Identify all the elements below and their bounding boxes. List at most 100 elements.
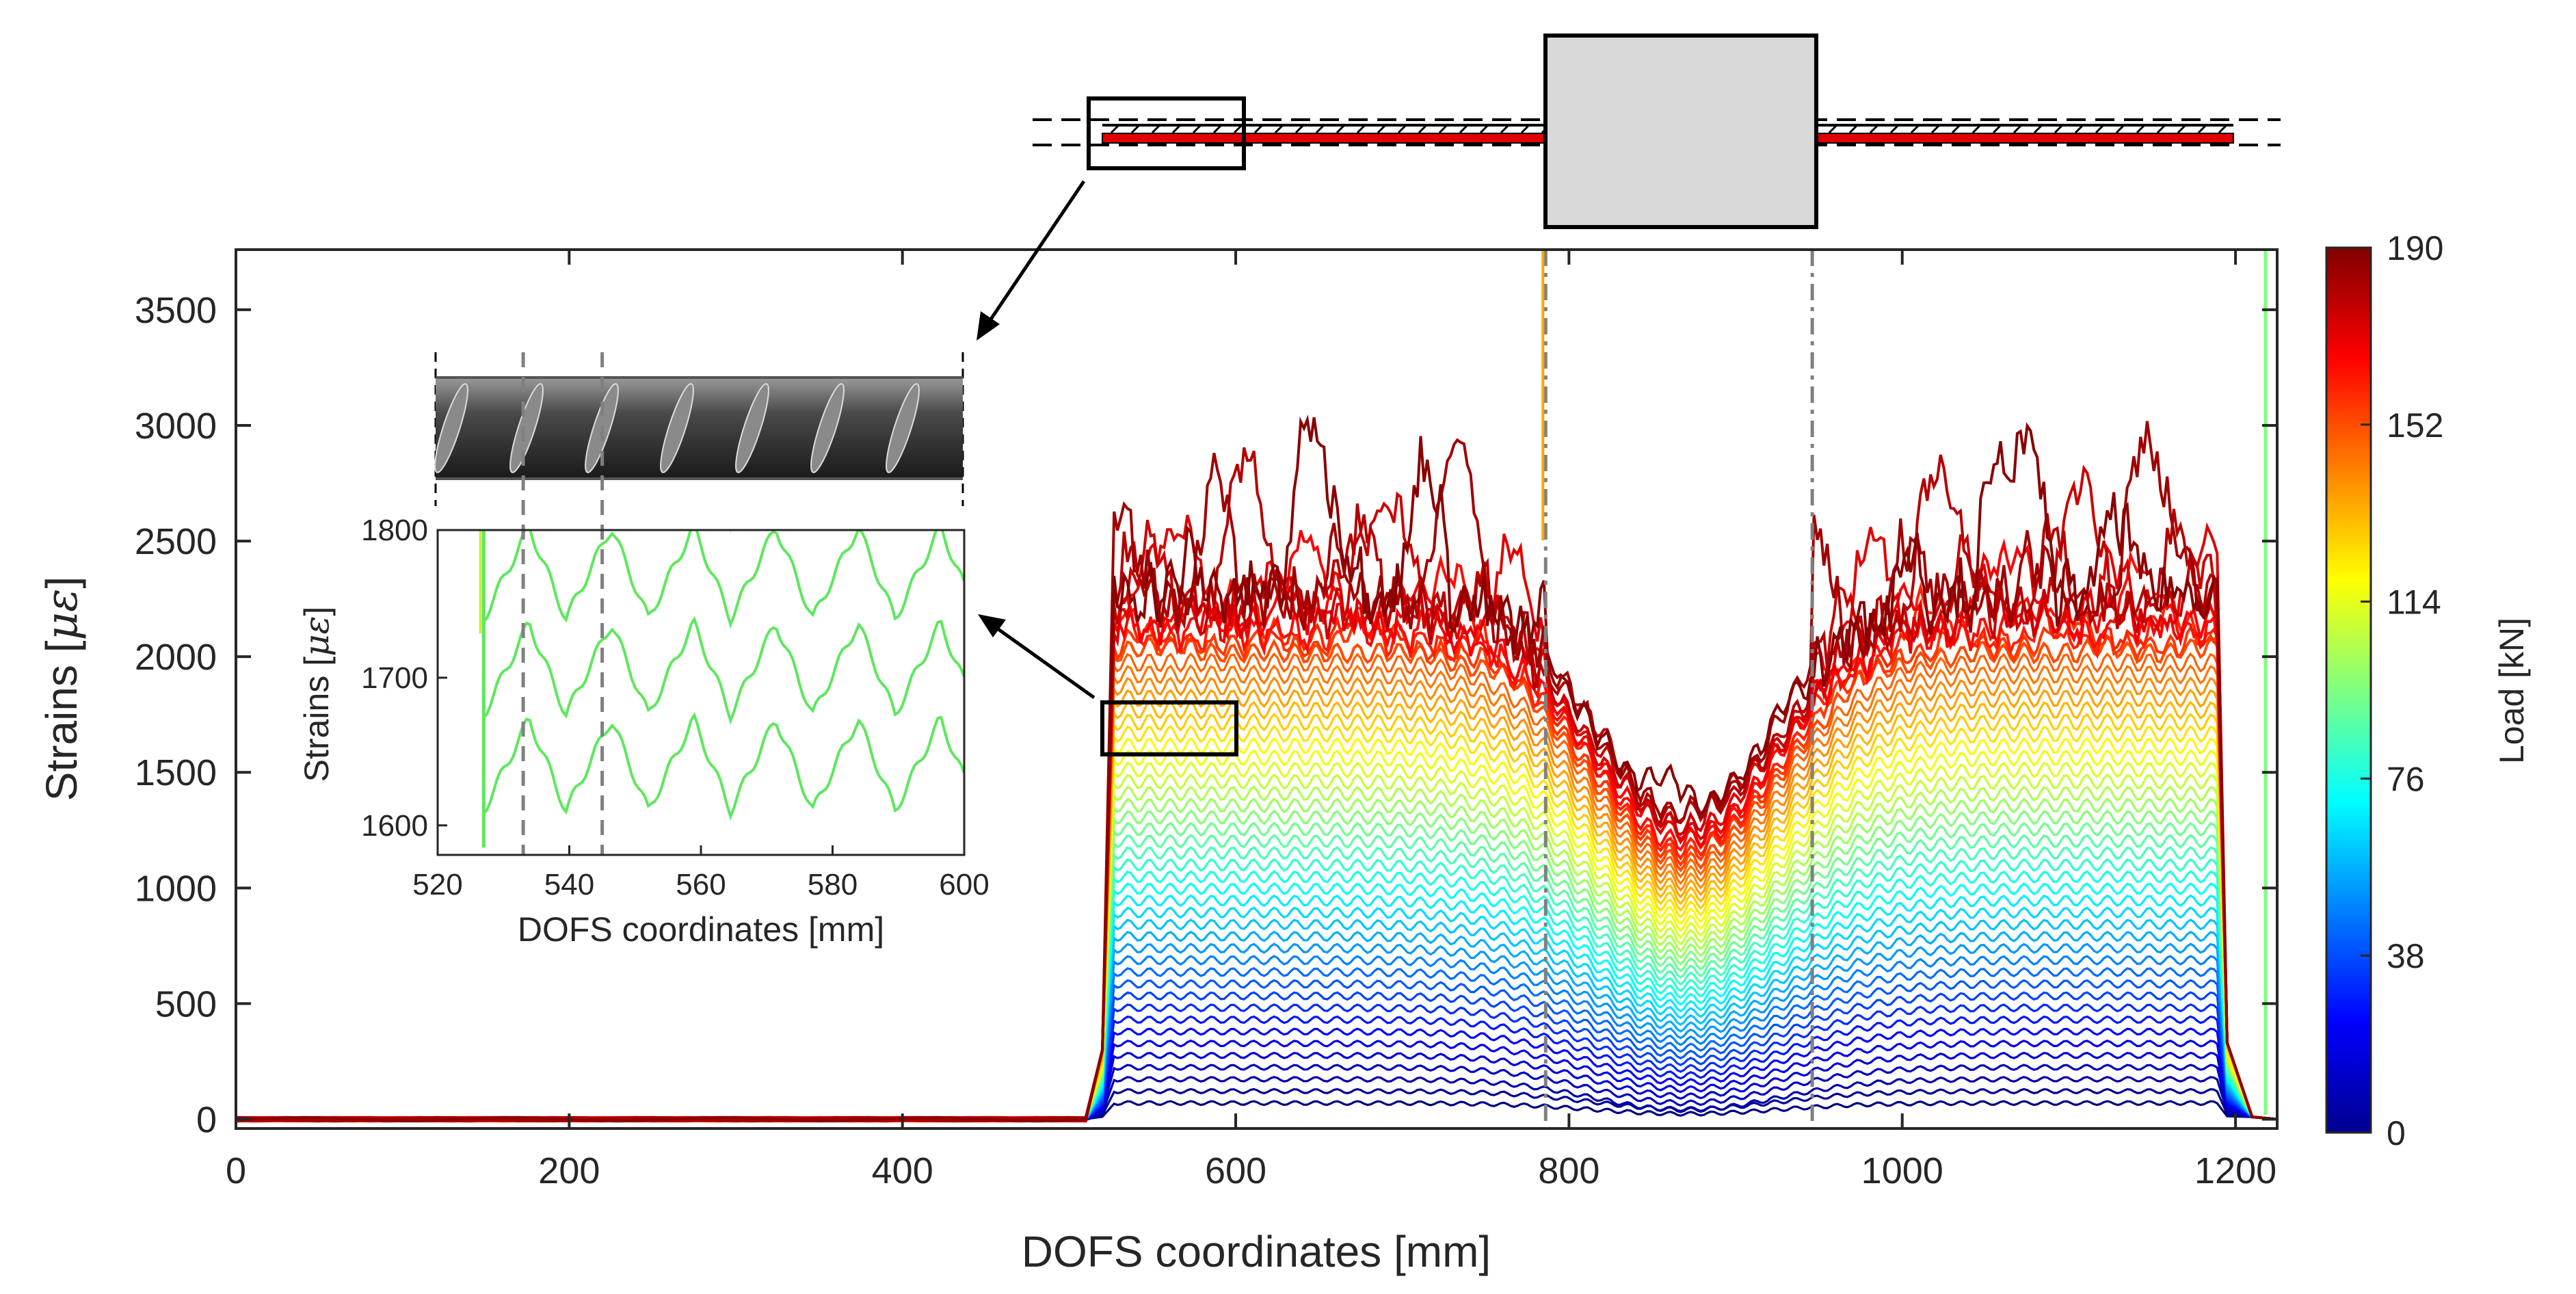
load-step-line <box>236 652 2277 1122</box>
inset-x-tick-label: 600 <box>939 868 989 901</box>
load-step-line <box>236 1039 2277 1122</box>
inset-y-tick-label: 1700 <box>361 661 428 695</box>
load-step-line <box>236 906 2277 1122</box>
schematic-rib <box>1336 124 1345 134</box>
load-step-line <box>236 1087 2277 1122</box>
y-tick-label: 3500 <box>135 290 217 331</box>
inset-rib-lines <box>521 352 605 855</box>
inset-y-axis-label: Strains [με] <box>297 607 336 782</box>
schematic-rib <box>1110 124 1119 134</box>
load-step-line <box>236 414 2277 1123</box>
zoom-arrows <box>977 180 1096 700</box>
colorbar <box>2325 246 2372 1134</box>
schematic-rib <box>1356 124 1366 134</box>
inset-plot-lines <box>479 530 964 848</box>
rebar-rib <box>509 383 544 473</box>
schematic-rib <box>1315 124 1325 134</box>
schematic-rib <box>1192 124 1201 134</box>
x-axis-label: DOFS coordinates [mm] <box>1022 1227 1491 1276</box>
load-step-line <box>236 955 2277 1122</box>
schematic-rib <box>2013 124 2022 134</box>
load-step-line <box>236 845 2277 1122</box>
schematic-rib <box>1930 124 1940 134</box>
y-tick-label: 2500 <box>135 521 217 562</box>
schematic-rib <box>1951 124 1961 134</box>
schematic-rib <box>1848 124 1858 134</box>
load-step-line <box>236 773 2277 1122</box>
schematic-rib <box>1479 124 1489 134</box>
load-step-line <box>236 1100 2277 1122</box>
x-tick-label: 200 <box>538 1150 600 1191</box>
load-step-line <box>236 633 2277 1123</box>
inset-rebar-illustration <box>434 352 964 506</box>
schematic-rib <box>1889 124 1899 134</box>
x-tick-label: 400 <box>872 1150 933 1191</box>
schematic-rib <box>1212 124 1222 134</box>
schematic-rib <box>1438 124 1448 134</box>
schematic-rib <box>2197 124 2207 134</box>
load-step-line <box>236 578 2277 1123</box>
arrow-to-inset-head <box>978 614 1006 637</box>
load-step-line <box>236 688 2277 1122</box>
main-zoom-box <box>1100 700 1238 756</box>
load-step-line <box>236 930 2277 1122</box>
load-step-line <box>236 749 2277 1122</box>
schematic-rib <box>1130 124 1140 134</box>
schematic-rib <box>1992 124 2002 134</box>
x-tick-label: 800 <box>1538 1150 1599 1191</box>
load-step-line <box>236 797 2277 1122</box>
inset-x-tick-label: 520 <box>412 868 462 901</box>
schematic-rib <box>2033 124 2043 134</box>
load-step-line <box>236 785 2277 1122</box>
inset-axis-ticks: 520 540 560 580 600 1600 1700 1800 <box>361 514 990 901</box>
schematic-rib <box>1151 124 1160 134</box>
inset-y-label-prefix: Strains [ <box>297 657 336 782</box>
y-axis-label-unit: με <box>37 589 88 641</box>
schematic-rib <box>1459 124 1468 134</box>
schematic-zoom-box <box>1087 96 1246 170</box>
load-step-line <box>236 821 2277 1122</box>
y-tick-label: 0 <box>196 1099 217 1140</box>
colorbar-tick-label: 76 <box>2387 760 2425 798</box>
rebar-rib <box>660 383 694 473</box>
schematic-rib <box>1233 124 1243 134</box>
y-tick-label: 3000 <box>135 406 217 447</box>
schematic-rib <box>1253 124 1263 134</box>
x-tick-label: 1200 <box>2194 1150 2276 1191</box>
schematic-rib <box>2074 124 2084 134</box>
x-tick-label: 1000 <box>1861 1150 1943 1191</box>
schematic-rib <box>2095 124 2104 134</box>
load-step-line <box>236 737 2277 1122</box>
load-step-line <box>236 870 2277 1122</box>
load-step-line <box>236 834 2277 1122</box>
schematic-loading-block <box>1543 34 1818 229</box>
main-axis-ticks: 0 200 400 600 800 1000 1200 0 500 1000 1500 2000 250… <box>135 250 2277 1191</box>
colorbar-label: Load [kN] <box>2493 618 2531 764</box>
schematic-rib <box>1171 124 1181 134</box>
load-step-line <box>236 676 2277 1122</box>
rebar-ribs <box>434 383 920 473</box>
inset-x-tick-label: 540 <box>544 868 594 901</box>
colorbar-tick-label: 0 <box>2387 1114 2406 1152</box>
inset-x-tick-label: 560 <box>676 868 726 901</box>
inset-y-tick-label: 1600 <box>361 809 428 843</box>
beam-schematic <box>1033 34 2281 229</box>
load-step-line <box>236 530 2277 1123</box>
colorbar-tick-label: 152 <box>2387 406 2443 445</box>
load-step-line <box>236 966 2277 1122</box>
rebar-rib <box>434 383 468 473</box>
schematic-rib <box>1971 124 1981 134</box>
schematic-rib <box>1869 124 1878 134</box>
arrow-to-inset <box>990 622 1096 700</box>
schematic-rib <box>1294 124 1304 134</box>
colorbar-ticks: 0 38 76 114 152 190 <box>2361 229 2443 1152</box>
load-step-line <box>236 1027 2277 1122</box>
inset-background <box>438 530 964 855</box>
schematic-rib <box>2156 124 2166 134</box>
schematic-rib <box>2218 124 2227 134</box>
load-step-line <box>236 942 2277 1122</box>
schematic-rib <box>1418 124 1427 134</box>
x-tick-label: 600 <box>1205 1150 1266 1191</box>
load-step-line <box>236 724 2277 1122</box>
